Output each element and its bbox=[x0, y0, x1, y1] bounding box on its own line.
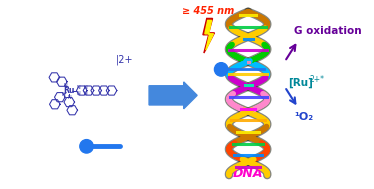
Text: Ru: Ru bbox=[64, 86, 75, 95]
Circle shape bbox=[214, 63, 228, 76]
Circle shape bbox=[80, 140, 93, 153]
Text: N: N bbox=[77, 91, 81, 96]
FancyArrow shape bbox=[149, 82, 197, 109]
Text: G oxidation: G oxidation bbox=[294, 26, 362, 36]
Text: N: N bbox=[84, 85, 88, 90]
Text: N: N bbox=[84, 91, 88, 96]
Text: ¹O₂: ¹O₂ bbox=[294, 112, 313, 122]
Text: DNA: DNA bbox=[233, 167, 263, 180]
Text: N: N bbox=[77, 85, 81, 90]
Polygon shape bbox=[203, 18, 214, 53]
Text: N: N bbox=[63, 83, 67, 88]
Polygon shape bbox=[205, 20, 214, 50]
Text: N: N bbox=[62, 92, 65, 97]
Text: ≥ 455 nm: ≥ 455 nm bbox=[182, 5, 234, 15]
Text: [Ru]: [Ru] bbox=[288, 78, 313, 88]
Text: |2+: |2+ bbox=[116, 54, 133, 64]
Text: 2+*: 2+* bbox=[310, 74, 325, 84]
Text: N: N bbox=[67, 95, 71, 100]
